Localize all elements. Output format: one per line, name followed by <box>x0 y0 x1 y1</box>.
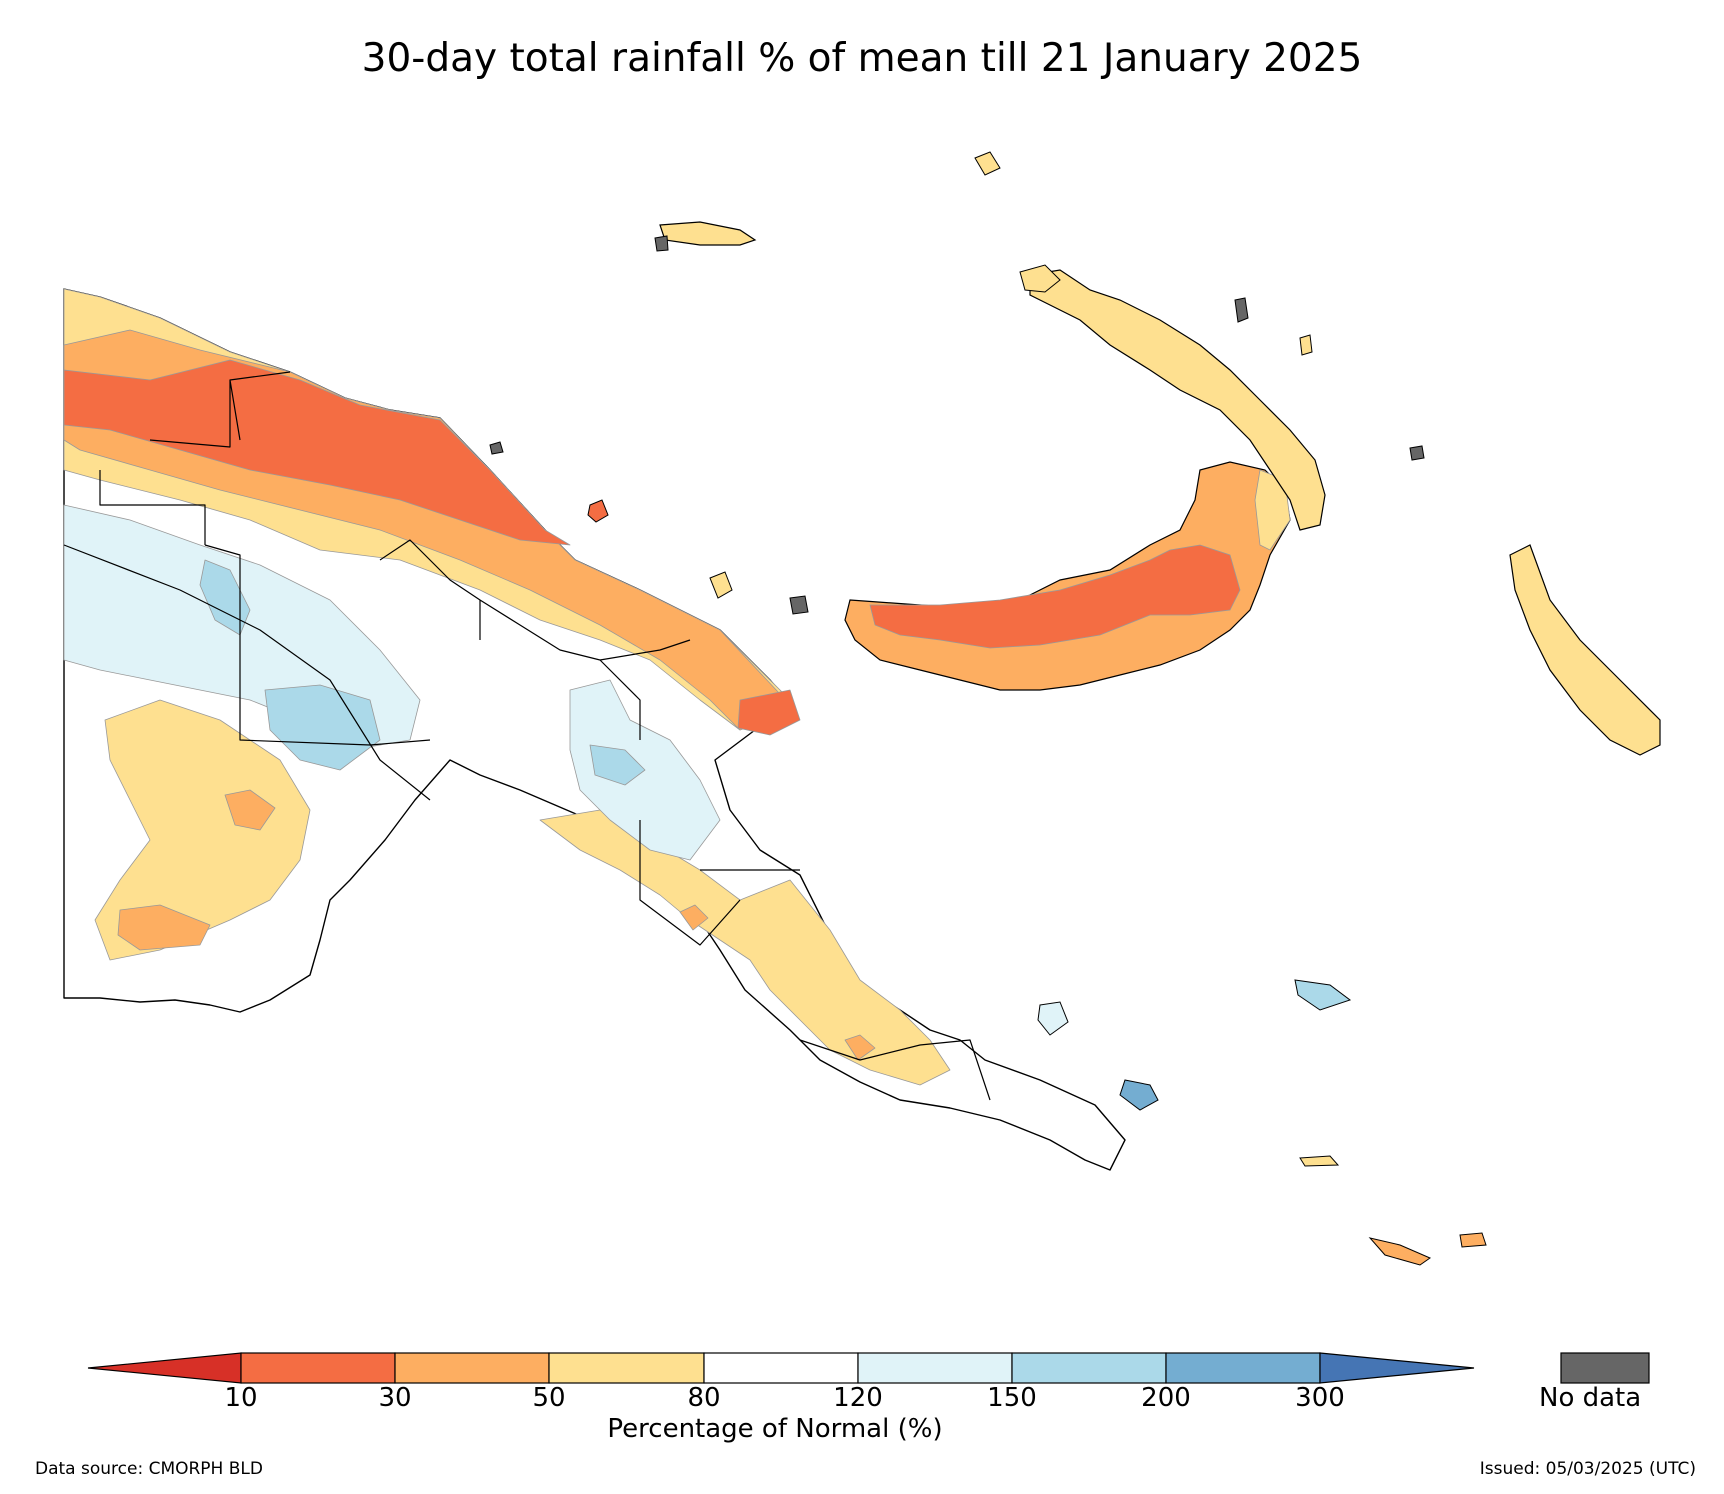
new-britain-10-30 <box>869 544 1241 649</box>
trobriand-island <box>1119 1079 1159 1111</box>
mussau-island <box>974 151 1001 176</box>
goodenough-island <box>1037 1001 1069 1036</box>
colorbar-axis-label: Percentage of Normal (%) <box>607 1414 943 1444</box>
colorbar-tick-300: 300 <box>1295 1383 1345 1413</box>
colorbar-extend-low <box>87 1352 242 1384</box>
tagula-island <box>1368 1237 1432 1266</box>
colorbar-bin-30-50 <box>394 1352 550 1384</box>
colorbar-tick-30: 30 <box>378 1383 412 1413</box>
rain-30-50-southeast-spot <box>844 1034 876 1061</box>
colorbar <box>87 1352 1650 1384</box>
colorbar-bin-10-30 <box>240 1352 396 1384</box>
rain-30-50-southwest <box>117 904 211 951</box>
karkar-island <box>587 499 609 523</box>
colorbar-extend-high <box>1319 1352 1475 1384</box>
province-borders <box>63 371 991 1101</box>
rain-10-30-east-tip <box>737 689 801 736</box>
data-source: Data source: CMORPH BLD <box>35 1459 263 1479</box>
no-data-island-3 <box>654 235 669 252</box>
nodata-swatch <box>1560 1352 1650 1384</box>
colorbar-tick-80: 80 <box>687 1383 721 1413</box>
issued-date: Issued: 05/03/2025 (UTC) <box>1479 1459 1696 1479</box>
colorbar-bin-200-300 <box>1165 1352 1321 1384</box>
no-data-island-2 <box>789 595 809 615</box>
nodata-label: No data <box>1539 1383 1642 1413</box>
colorbar-bin-50-80 <box>548 1352 705 1384</box>
bougainville <box>1509 544 1661 756</box>
misima-island <box>1299 1155 1340 1167</box>
colorbar-bin-120-150 <box>857 1352 1013 1384</box>
rossel-island <box>1459 1232 1487 1248</box>
tabar-island <box>1299 334 1313 356</box>
rain-150-200-central <box>589 744 646 786</box>
new-britain <box>844 461 1291 691</box>
mainland <box>63 288 1126 1171</box>
new-ireland <box>1029 269 1326 531</box>
no-data-island-1 <box>489 441 504 455</box>
rain-30-50-west-spot <box>224 789 276 831</box>
manus-island <box>659 221 757 246</box>
colorbar-tick-150: 150 <box>987 1383 1037 1413</box>
no-data-island-4 <box>1409 445 1425 461</box>
lihir-island <box>1234 297 1249 323</box>
new-hanover-island <box>1019 264 1061 293</box>
rain-150-200-centre <box>264 684 381 771</box>
rain-10-30-north <box>63 359 571 546</box>
umboi-island <box>709 571 733 599</box>
map-title: 30-day total rainfall % of mean till 21 … <box>361 36 1363 81</box>
colorbar-tick-10: 10 <box>224 1383 258 1413</box>
colorbar-tick-200: 200 <box>1141 1383 1191 1413</box>
woodlark-island <box>1294 979 1352 1011</box>
colorbar-bin-150-200 <box>1011 1352 1167 1384</box>
colorbar-bin-80-120 <box>703 1352 859 1384</box>
rain-30-50-mid-spot <box>679 904 709 931</box>
colorbar-tick-50: 50 <box>532 1383 566 1413</box>
colorbar-tick-120: 120 <box>833 1383 883 1413</box>
